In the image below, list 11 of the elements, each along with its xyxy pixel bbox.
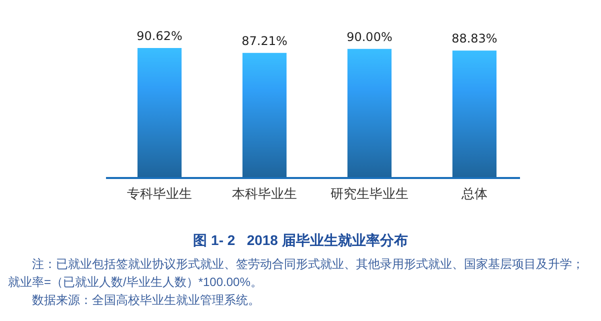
- text: 图 1- 2 2018 届毕业生就业率分布: [193, 232, 408, 248]
- data-label: 90.00%: [346, 30, 392, 44]
- data-label: 87.21%: [242, 34, 288, 48]
- data-label: 88.83%: [452, 32, 498, 46]
- x-tick-label: 总体: [460, 186, 488, 201]
- source-note: 数据来源：全国高校毕业生就业管理系统。: [31, 292, 261, 309]
- x-tick-label: 研究生毕业生: [330, 186, 408, 201]
- x-tick-label: 专科毕业生: [127, 186, 192, 201]
- data-label: 90.62%: [136, 29, 182, 43]
- text: 注：已就业包括签就业协议形式就业、签劳动合同形式就业、其他录用形式就业、国家基层项目及升学；就业率=（已就业人数/毕业生人数）*100.00%。: [8, 256, 585, 291]
- x-tick-label: 本科毕业生: [232, 186, 298, 201]
